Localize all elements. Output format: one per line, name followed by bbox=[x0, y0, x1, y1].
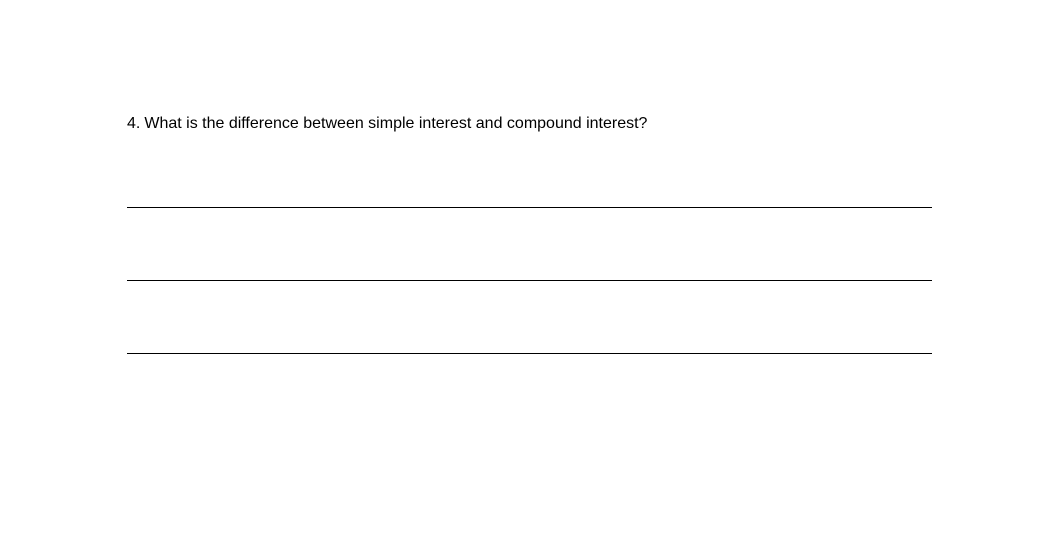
question-row: 4. What is the difference between simple… bbox=[127, 113, 932, 135]
question-number: 4. bbox=[127, 113, 140, 135]
answer-line bbox=[127, 353, 932, 354]
answer-line bbox=[127, 207, 932, 208]
question-text: What is the difference between simple in… bbox=[144, 113, 647, 135]
answer-lines-container bbox=[127, 207, 932, 354]
worksheet-content: 4. What is the difference between simple… bbox=[127, 113, 932, 354]
answer-line bbox=[127, 280, 932, 281]
